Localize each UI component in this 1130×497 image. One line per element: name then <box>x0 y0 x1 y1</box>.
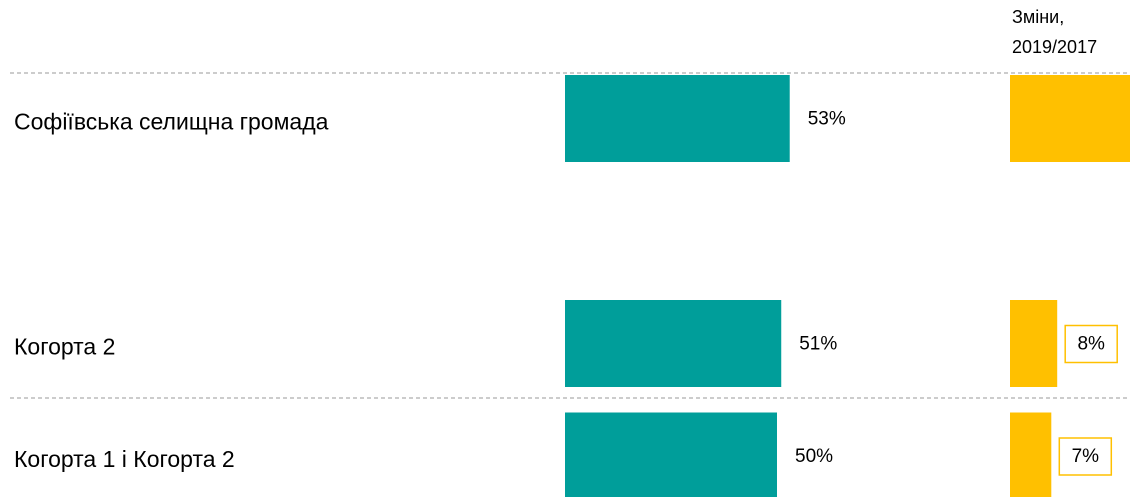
bar <box>565 300 782 387</box>
category-label: Когорта 1 і Когорта 2 <box>14 446 235 472</box>
value-label: 53% <box>808 109 846 130</box>
change-label: 7% <box>1072 446 1100 467</box>
value-label: 51% <box>799 334 837 355</box>
change-bar <box>1010 75 1130 162</box>
label-box <box>1064 324 1118 364</box>
bar <box>565 75 790 162</box>
value-label: 50% <box>795 446 833 467</box>
column-header: Зміни, <box>1012 7 1064 27</box>
change-bar <box>1010 412 1052 497</box>
category-label: Софіївська селищна громада <box>14 109 329 135</box>
bar <box>565 412 777 497</box>
change-bar <box>1010 300 1058 387</box>
change-label: 8% <box>1077 334 1105 355</box>
column-header: 2019/2017 <box>1012 37 1097 57</box>
label-box <box>1058 437 1113 476</box>
category-label: Когорта 2 <box>14 334 115 360</box>
